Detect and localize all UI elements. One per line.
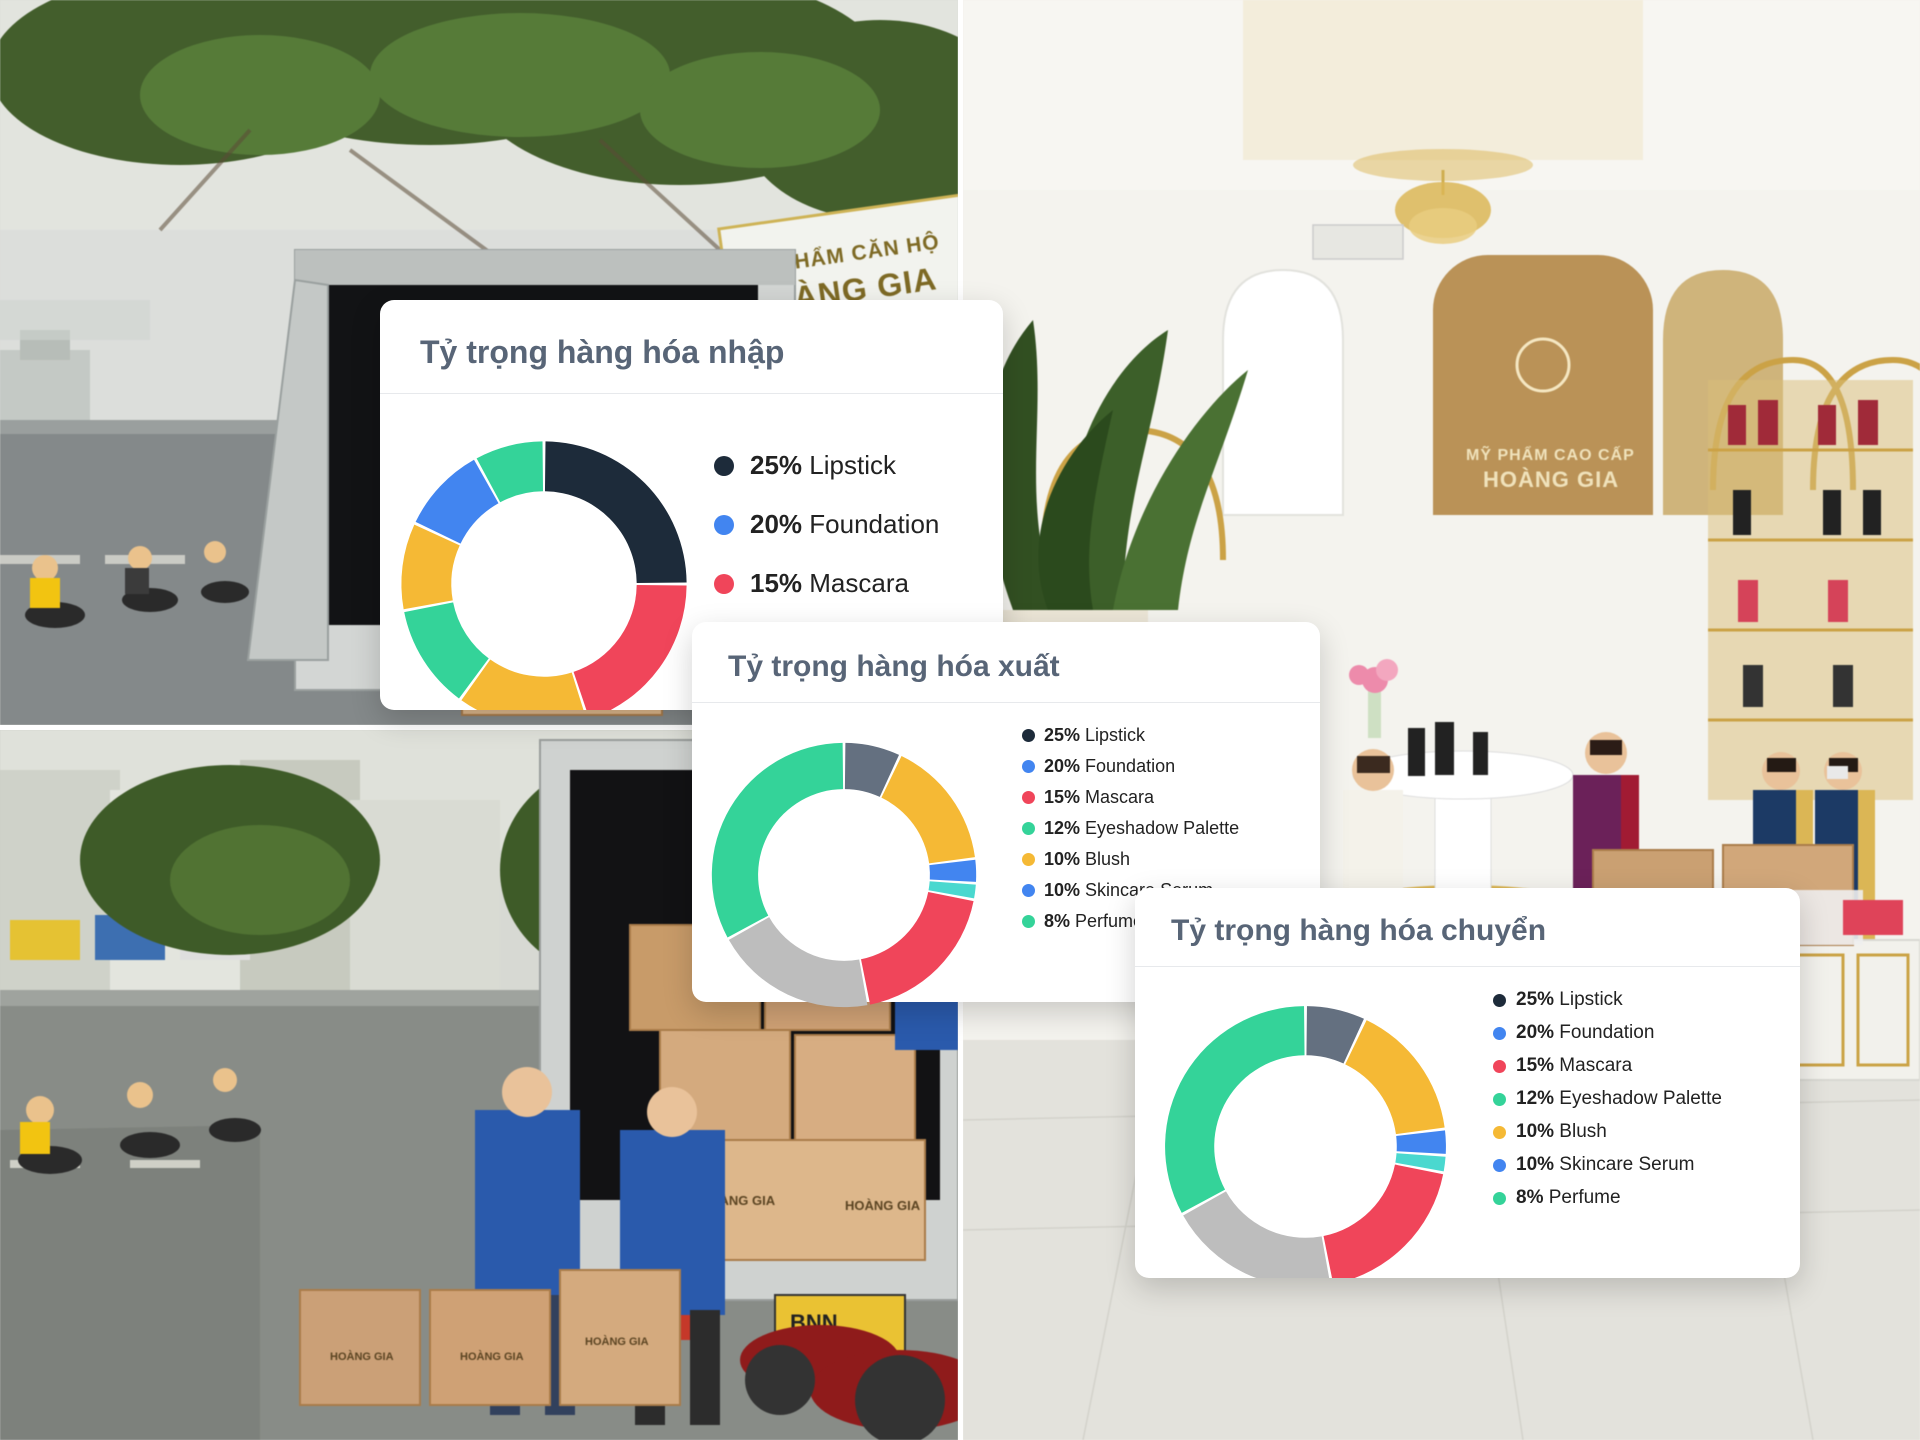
svg-text:MỸ PHẨM CAO CẤP: MỸ PHẨM CAO CẤP bbox=[1466, 444, 1635, 464]
svg-text:HOÀNG GIA: HOÀNG GIA bbox=[585, 1335, 649, 1348]
svg-text:HOÀNG GIA: HOÀNG GIA bbox=[330, 1350, 394, 1363]
svg-text:HOÀNG GIA: HOÀNG GIA bbox=[845, 1198, 921, 1213]
svg-text:HOÀNG GIA: HOÀNG GIA bbox=[1483, 467, 1619, 492]
svg-text:HOÀNG GIA: HOÀNG GIA bbox=[460, 1350, 524, 1363]
